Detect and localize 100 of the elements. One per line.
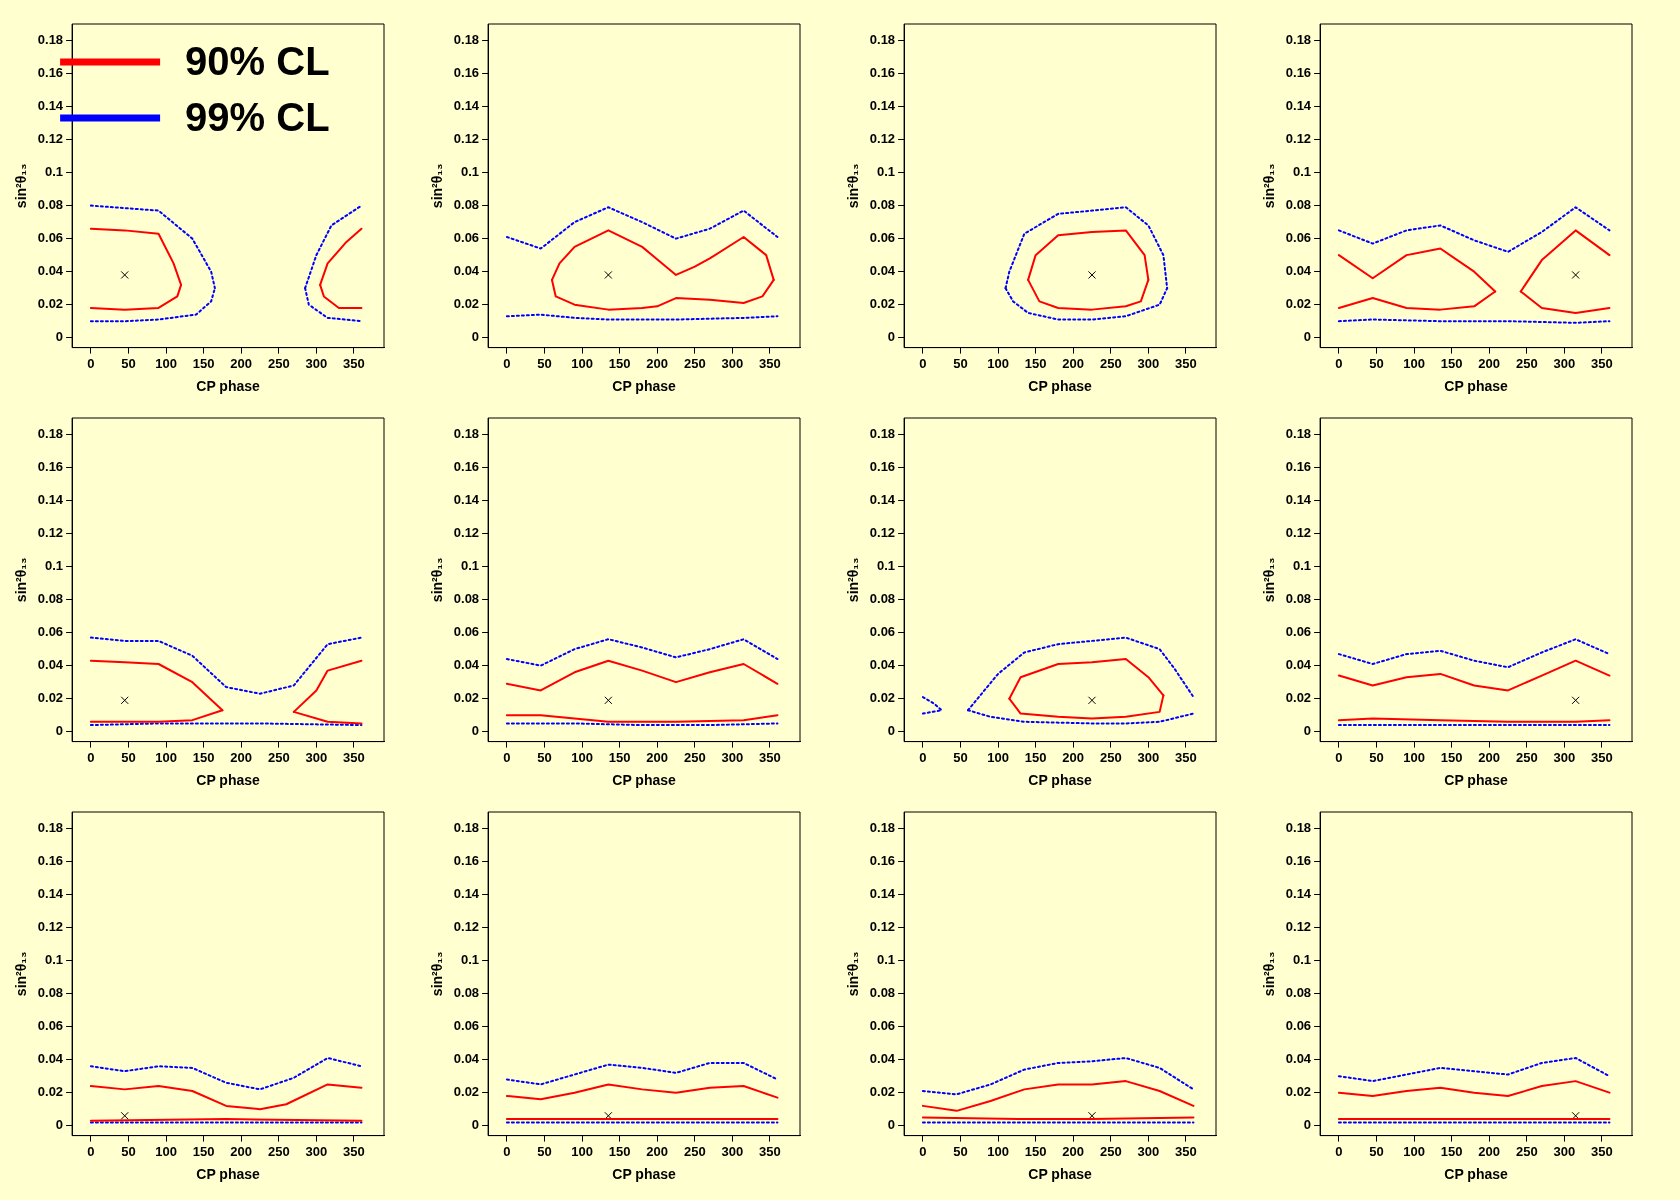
y-tick-label: 0.04 [869, 657, 896, 673]
y-tick-label: 0.12 [869, 919, 896, 935]
y-axis-title: sin²θ₁₃ [13, 951, 30, 997]
x-tick-label: 150 [608, 1143, 631, 1159]
y-tick-label: 0.1 [461, 164, 480, 180]
y-tick-label: 0.08 [869, 197, 896, 213]
y-tick-label: 0.04 [37, 1051, 64, 1067]
x-tick-label: 150 [1440, 355, 1463, 371]
y-tick-label: 0.14 [37, 886, 64, 902]
y-tick-label: 0.1 [877, 164, 896, 180]
y-tick-label: 0.06 [1285, 1018, 1312, 1034]
x-tick-label: 100 [155, 1143, 177, 1159]
x-tick-label: 250 [1515, 355, 1538, 371]
x-tick-label: 50 [953, 749, 968, 765]
x-tick-label: 0 [919, 1143, 927, 1159]
x-axis-title: CP phase [612, 772, 677, 789]
y-tick-label: 0.18 [869, 426, 896, 442]
y-tick-label: 0.12 [37, 131, 64, 147]
y-tick-label: 0.02 [37, 1084, 64, 1100]
x-tick-label: 100 [1403, 355, 1425, 371]
y-tick-label: 0.16 [37, 65, 64, 81]
y-tick-label: 0.16 [453, 853, 480, 869]
y-tick-label: 0.04 [453, 1051, 480, 1067]
x-tick-label: 0 [87, 1143, 95, 1159]
x-tick-label: 0 [503, 749, 511, 765]
x-tick-label: 350 [759, 355, 781, 371]
y-tick-label: 0.12 [1285, 525, 1312, 541]
y-tick-label: 0.08 [453, 197, 480, 213]
x-tick-label: 50 [1369, 749, 1384, 765]
y-tick-label: 0.04 [37, 657, 64, 673]
x-tick-label: 0 [919, 749, 927, 765]
x-tick-label: 200 [1062, 355, 1085, 371]
x-tick-label: 100 [1403, 1143, 1425, 1159]
x-tick-label: 350 [1591, 1143, 1613, 1159]
x-tick-label: 150 [192, 749, 215, 765]
x-tick-label: 200 [230, 355, 253, 371]
x-tick-label: 150 [1024, 749, 1047, 765]
y-tick-label: 0.02 [1285, 690, 1312, 706]
x-tick-label: 300 [721, 749, 744, 765]
y-tick-label: 0.1 [45, 558, 64, 574]
x-tick-label: 50 [121, 1143, 136, 1159]
x-tick-label: 300 [721, 1143, 744, 1159]
x-tick-label: 100 [155, 355, 177, 371]
x-tick-label: 350 [1591, 749, 1613, 765]
y-tick-label: 0.16 [453, 459, 480, 475]
x-tick-label: 300 [1553, 1143, 1576, 1159]
y-tick-label: 0.12 [1285, 919, 1312, 935]
y-tick-label: 0.12 [37, 525, 64, 541]
y-tick-label: 0 [55, 329, 64, 345]
x-tick-label: 50 [537, 749, 552, 765]
x-tick-label: 200 [1062, 749, 1085, 765]
y-tick-label: 0.18 [453, 820, 480, 836]
x-tick-label: 0 [1335, 749, 1343, 765]
y-tick-label: 0.08 [453, 591, 480, 607]
y-tick-label: 0.18 [869, 820, 896, 836]
x-tick-label: 250 [267, 1143, 290, 1159]
y-tick-label: 0.06 [37, 1018, 64, 1034]
x-tick-label: 0 [87, 749, 95, 765]
y-tick-label: 0.02 [453, 296, 480, 312]
x-tick-label: 150 [1024, 1143, 1047, 1159]
x-tick-label: 250 [1099, 1143, 1122, 1159]
x-tick-label: 350 [1175, 749, 1197, 765]
x-tick-label: 350 [759, 1143, 781, 1159]
x-tick-label: 100 [155, 749, 177, 765]
y-tick-label: 0.06 [37, 230, 64, 246]
x-tick-label: 0 [919, 355, 927, 371]
y-tick-label: 0.02 [37, 296, 64, 312]
x-tick-label: 250 [267, 355, 290, 371]
x-tick-label: 200 [1478, 1143, 1501, 1159]
y-tick-label: 0.16 [1285, 853, 1312, 869]
x-tick-label: 100 [571, 355, 593, 371]
x-tick-label: 50 [121, 749, 136, 765]
x-tick-label: 200 [230, 749, 253, 765]
x-tick-label: 0 [503, 1143, 511, 1159]
y-tick-label: 0.1 [1293, 952, 1312, 968]
x-axis-title: CP phase [1444, 772, 1509, 789]
y-tick-label: 0.1 [877, 952, 896, 968]
y-tick-label: 0.14 [453, 98, 480, 114]
x-tick-label: 100 [987, 749, 1009, 765]
x-tick-label: 50 [1369, 1143, 1384, 1159]
x-tick-label: 250 [683, 355, 706, 371]
y-tick-label: 0.18 [37, 32, 64, 48]
x-tick-label: 150 [1440, 749, 1463, 765]
y-tick-label: 0.06 [869, 1018, 896, 1034]
y-axis-title: sin²θ₁₃ [1261, 557, 1278, 603]
y-tick-label: 0.12 [453, 131, 480, 147]
y-tick-label: 0.14 [1285, 492, 1312, 508]
x-tick-label: 300 [1137, 749, 1160, 765]
y-tick-label: 0.14 [1285, 98, 1312, 114]
y-tick-label: 0 [471, 723, 480, 739]
y-tick-label: 0.08 [1285, 591, 1312, 607]
x-tick-label: 50 [1369, 355, 1384, 371]
x-tick-label: 300 [1553, 749, 1576, 765]
x-tick-label: 0 [1335, 1143, 1343, 1159]
y-tick-label: 0.08 [1285, 985, 1312, 1001]
y-tick-label: 0.14 [37, 98, 64, 114]
y-tick-label: 0.02 [869, 690, 896, 706]
y-tick-label: 0.18 [37, 820, 64, 836]
y-tick-label: 0.04 [1285, 263, 1312, 279]
y-tick-label: 0.02 [453, 690, 480, 706]
